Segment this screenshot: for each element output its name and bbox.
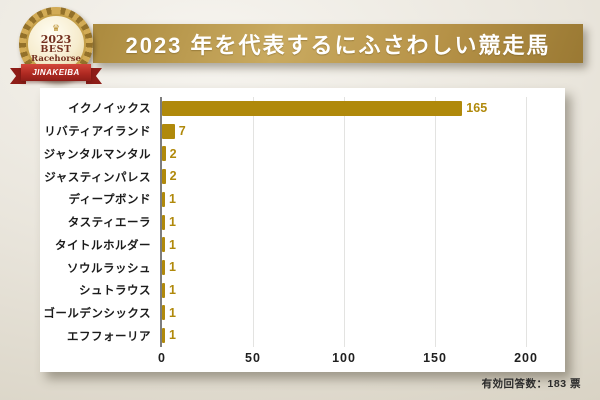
gridline — [253, 97, 254, 347]
bar-rows: 165 7 2 2 1 1 1 1 1 1 1 — [162, 97, 526, 347]
gridline — [435, 97, 436, 347]
category-label: イクノイックス — [68, 103, 151, 116]
bar-value: 7 — [178, 123, 186, 138]
bar-row: 1 — [162, 302, 526, 325]
badge-title-line1: BEST — [40, 44, 72, 56]
bar-value: 165 — [466, 101, 488, 116]
category-label: ジャンタルマンタル — [43, 148, 151, 161]
x-tick-label: 200 — [514, 351, 538, 365]
bar-value: 1 — [169, 328, 176, 343]
bar-value: 1 — [169, 214, 176, 229]
bar — [162, 214, 165, 230]
chart-panel: イクノイックスリバティアイランド ジャンタルマンタル ジャスティンパレスディープボン… — [40, 88, 565, 372]
bar — [162, 282, 165, 298]
bar-value: 1 — [169, 305, 176, 320]
x-tick-label: 100 — [332, 351, 356, 365]
badge-title-line2: Racehorse — [31, 54, 81, 65]
badge-ribbon: JINAKEIBA — [10, 64, 102, 84]
bar — [162, 191, 165, 207]
bar-row: 1 — [162, 188, 526, 211]
category-label: エフフォーリア — [67, 330, 151, 343]
title-banner: 2023 年を代表するにふさわしい競走馬 — [93, 24, 583, 63]
badge-ribbon-text: JINAKEIBA — [21, 64, 91, 81]
bar-row: 1 — [162, 211, 526, 234]
crown-icon: ♛ — [51, 22, 61, 33]
x-tick-label: 150 — [423, 351, 447, 365]
award-badge: ♛ 2023 BEST Racehorse JINAKEIBA — [10, 6, 102, 88]
category-label: タスティエーラ — [67, 217, 151, 230]
bar — [162, 237, 165, 253]
plot-area: 165 7 2 2 1 1 1 1 1 1 1 0 50 100 150 200 — [158, 97, 537, 365]
bar — [162, 100, 463, 116]
bar-row: 1 — [162, 324, 526, 347]
bar-chart: イクノイックスリバティアイランド ジャンタルマンタル ジャスティンパレスディープボン… — [42, 97, 537, 365]
gridline — [526, 97, 527, 347]
bar-value: 1 — [169, 260, 176, 275]
category-label: ゴールデンシックス — [43, 307, 151, 320]
bar — [162, 146, 166, 162]
category-label: タイトルホルダー — [55, 239, 151, 252]
badge-year: 2023 — [40, 32, 72, 46]
bar — [162, 328, 165, 344]
x-tick-label: 0 — [158, 351, 166, 365]
gridlines — [162, 97, 527, 347]
bar-row: 165 — [162, 97, 526, 120]
bar-row: 2 — [162, 165, 526, 188]
x-axis-ticks: 0 50 100 150 200 — [158, 351, 537, 369]
bar — [162, 260, 165, 275]
bar-value: 2 — [169, 146, 177, 161]
bar-value: 1 — [169, 192, 176, 207]
category-label: ジャスティンパレス — [44, 171, 151, 184]
category-label: シュトラウス — [79, 285, 151, 298]
bar-value: 2 — [169, 169, 177, 184]
category-label: リバティアイランド — [44, 126, 151, 139]
category-label: ソウルラッシュ — [67, 262, 151, 275]
bar-row: 1 — [162, 233, 526, 256]
bar-row: 7 — [162, 120, 526, 143]
bar-value: 1 — [169, 237, 176, 252]
category-label: ディープボンド — [68, 194, 151, 207]
x-tick-label: 50 — [245, 351, 261, 365]
page-title: 2023 年を代表するにふさわしい競走馬 — [125, 32, 551, 58]
gridline — [344, 97, 345, 347]
footer-note: 有効回答数：183 票 — [481, 378, 581, 390]
category-labels: イクノイックスリバティアイランド ジャンタルマンタル ジャスティンパレスディープボン… — [42, 97, 160, 347]
bar-row: 2 — [162, 142, 526, 165]
bar-row: 1 — [162, 279, 526, 302]
bar — [162, 305, 165, 321]
bar-row: 1 — [162, 256, 526, 279]
bar-value: 1 — [169, 282, 176, 297]
bar — [162, 169, 166, 185]
bar — [162, 123, 175, 139]
